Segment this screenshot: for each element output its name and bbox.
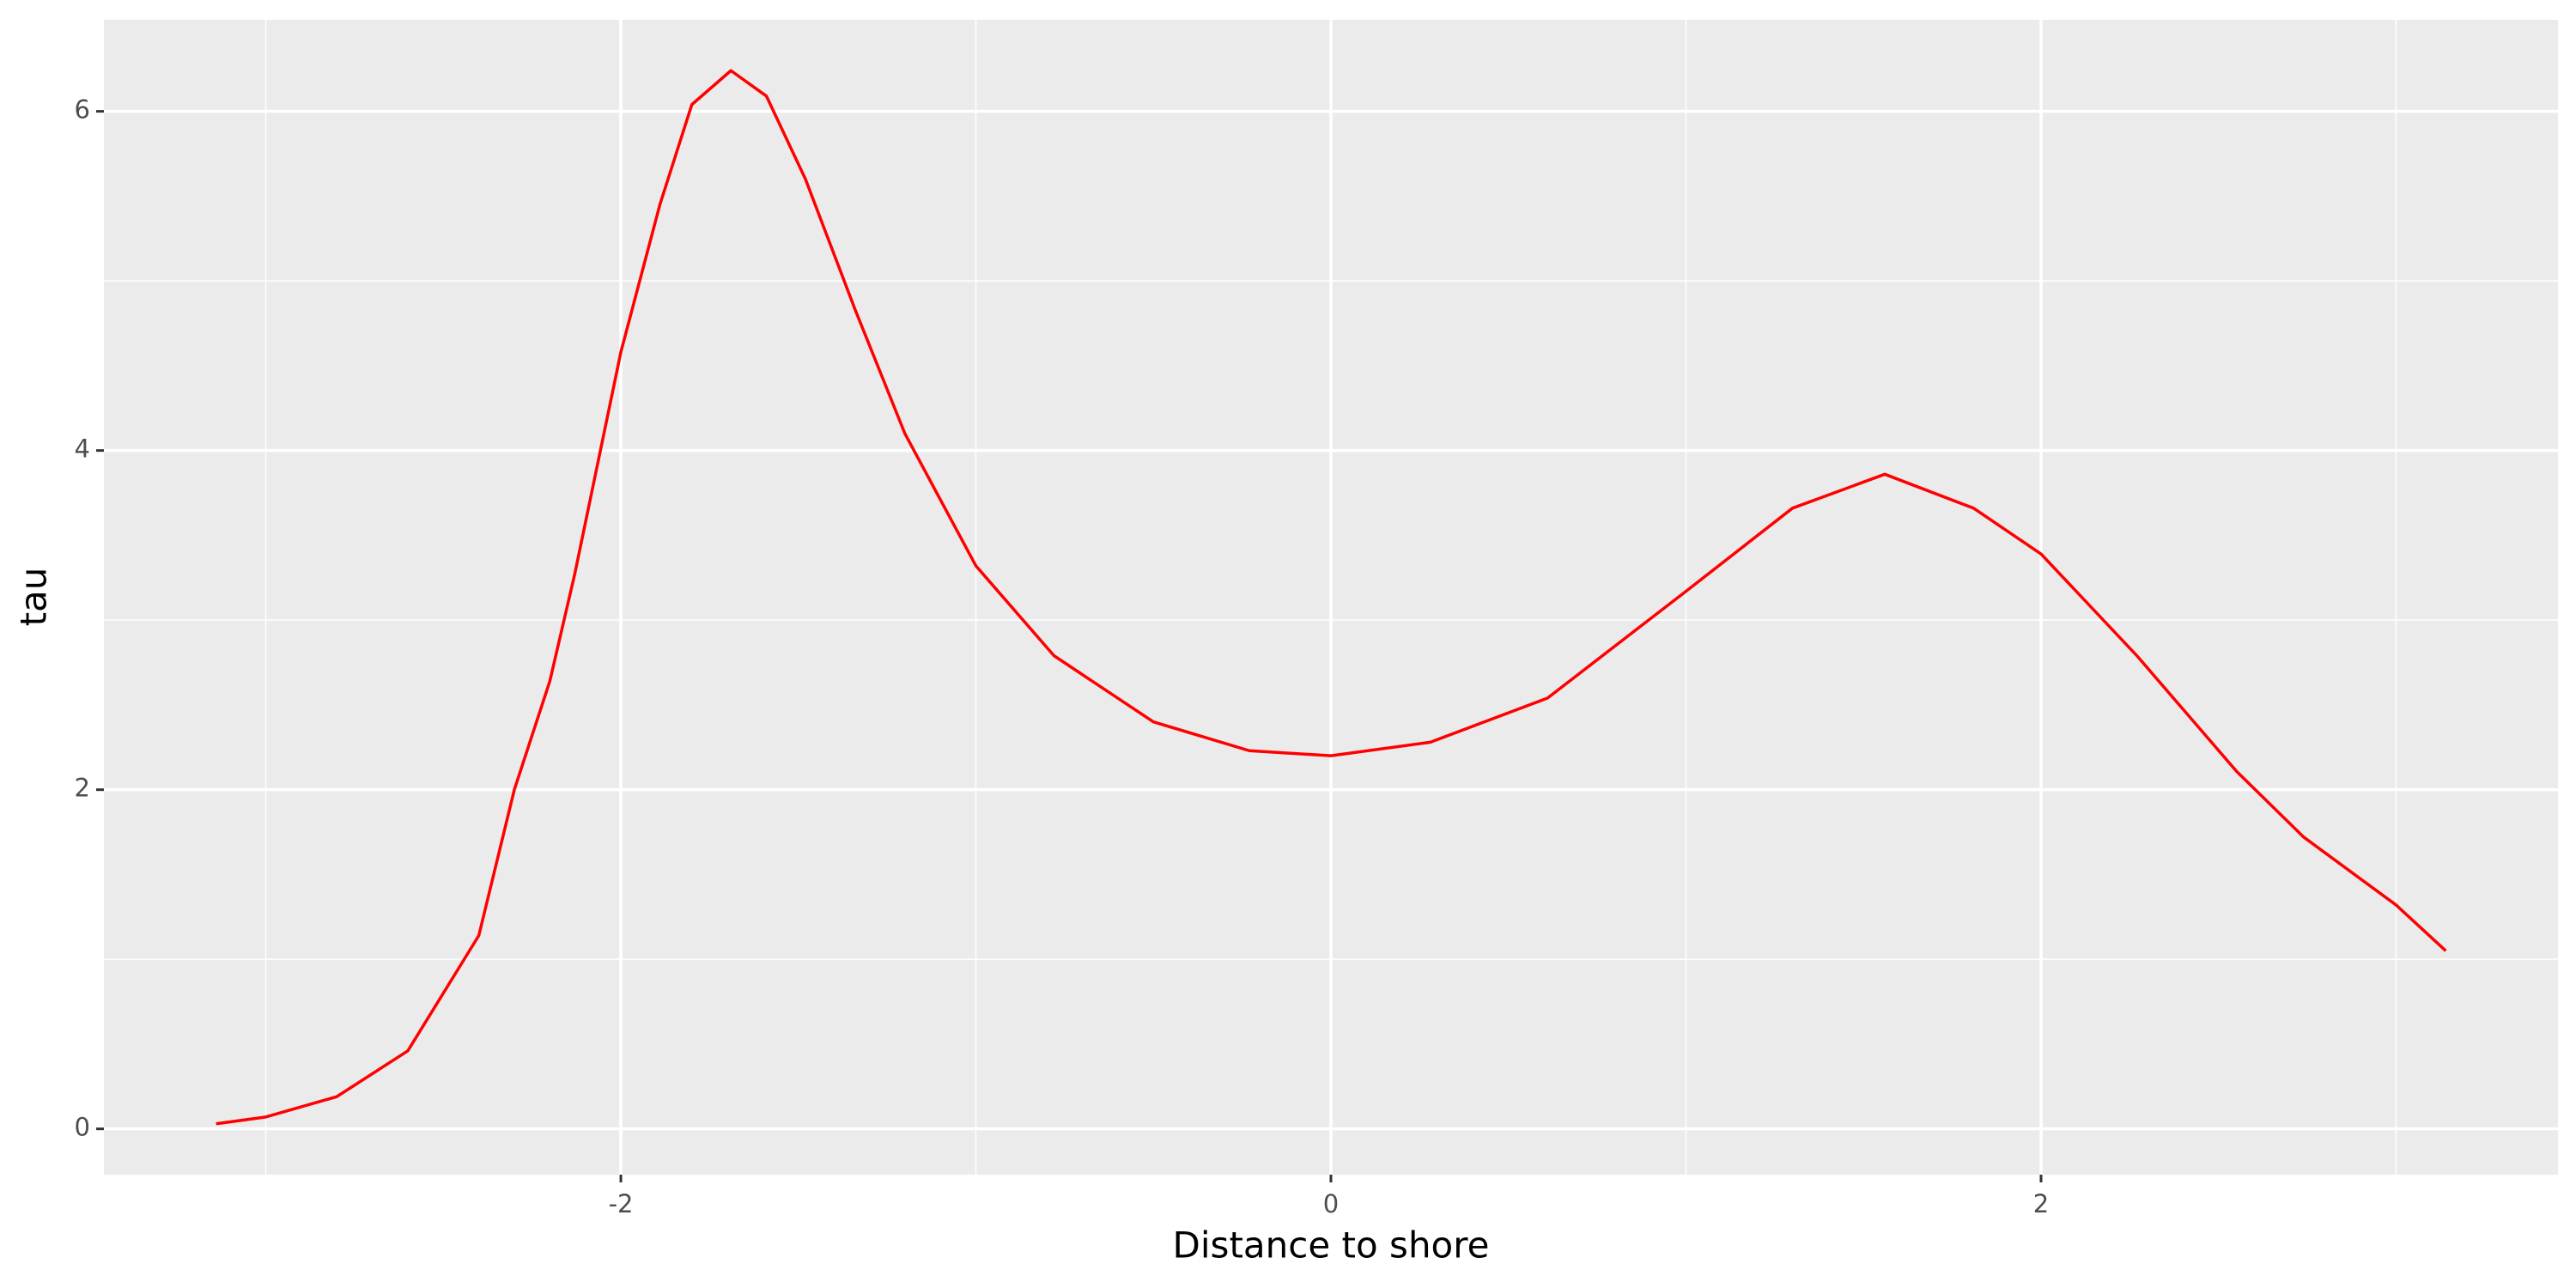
line xyxy=(216,69,2447,1126)
x-tick-label: -2 xyxy=(609,1189,634,1218)
y-tick-label: 2 xyxy=(75,774,90,803)
x-axis-title: Distance to shore xyxy=(1173,1224,1490,1267)
y-tick-label: 6 xyxy=(75,95,90,125)
x-tick-label: 2 xyxy=(2033,1189,2049,1218)
y-tick-label: 4 xyxy=(75,434,90,464)
x-tick-label: 0 xyxy=(1323,1189,1339,1218)
y-tick-label: 0 xyxy=(75,1113,90,1142)
y-axis-title: tau xyxy=(13,568,55,627)
